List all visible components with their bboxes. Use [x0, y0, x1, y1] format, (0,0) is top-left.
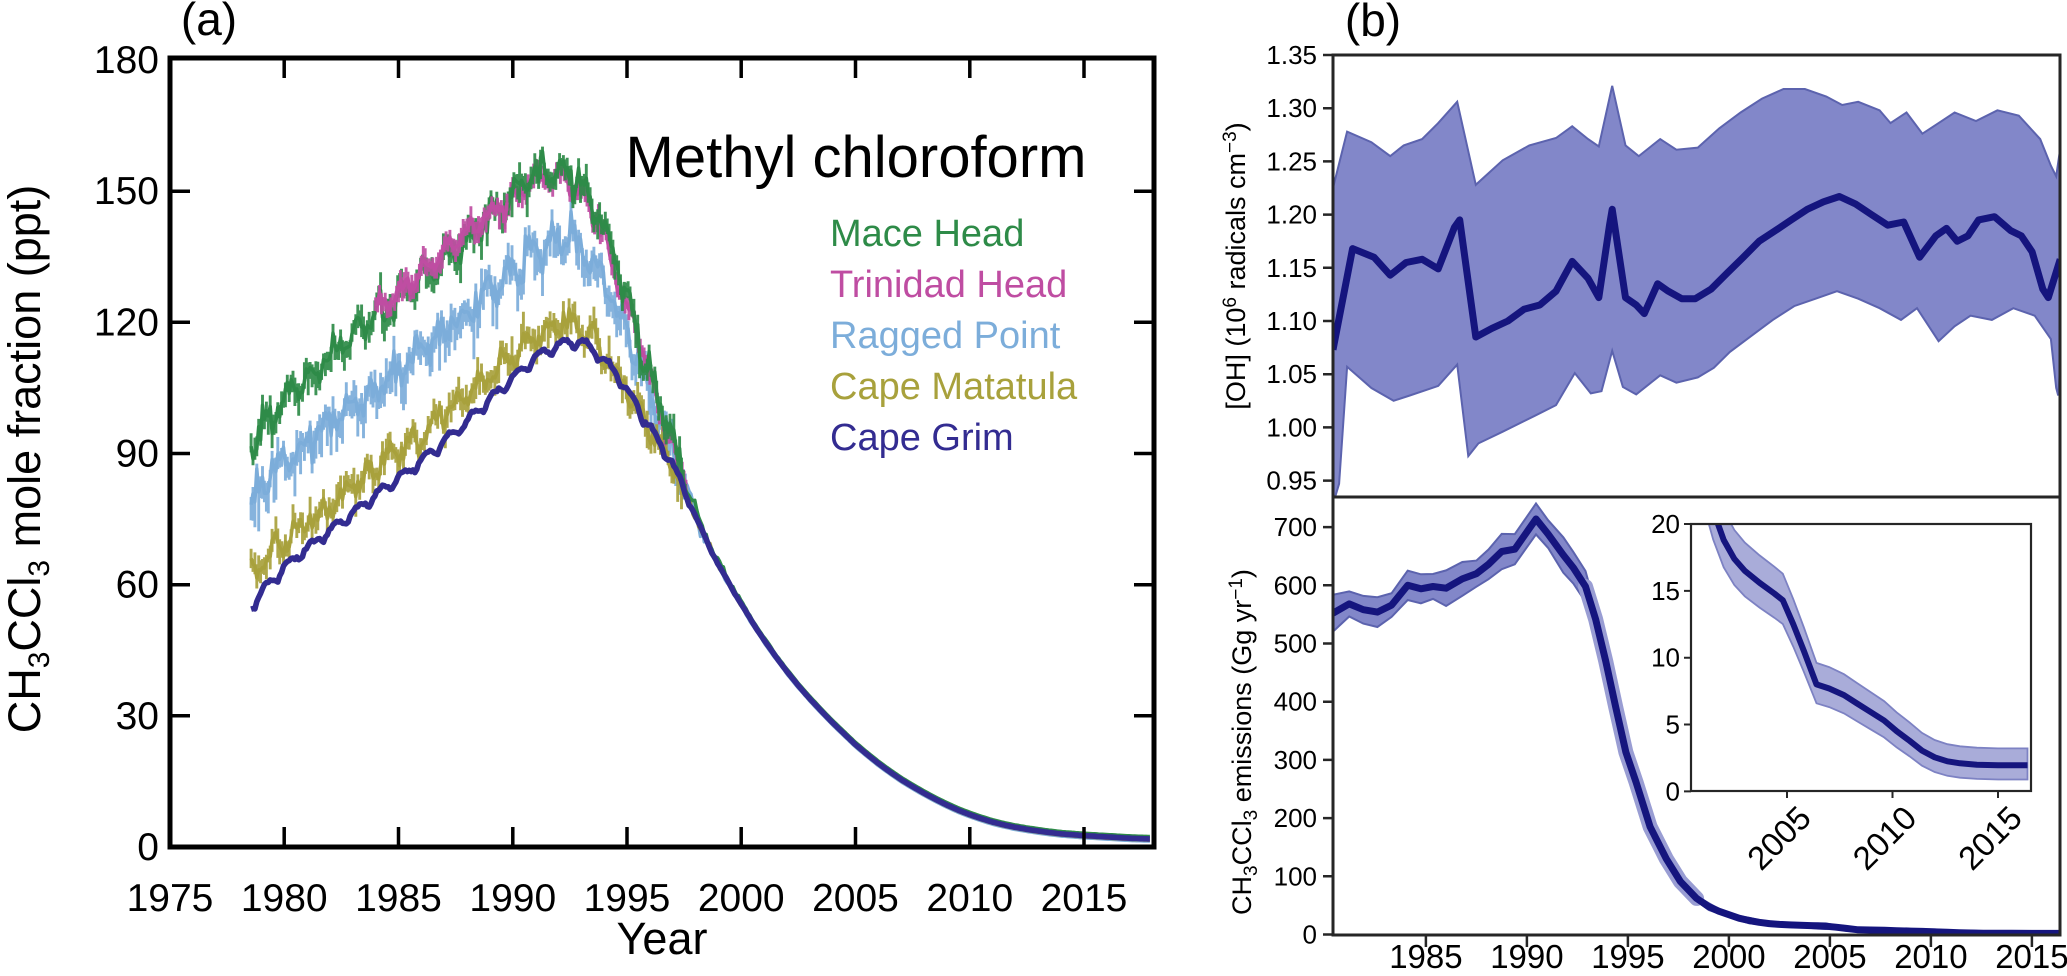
svg-text:1985: 1985	[355, 877, 442, 920]
svg-text:1975: 1975	[127, 877, 214, 920]
svg-text:(a): (a)	[181, 0, 237, 45]
svg-text:CH3CCl3 emissions (Gg yr−1): CH3CCl3 emissions (Gg yr−1)	[1226, 569, 1262, 915]
svg-text:150: 150	[94, 170, 159, 213]
svg-text:1.15: 1.15	[1266, 253, 1317, 283]
svg-text:[OH] (106 radicals cm−3): [OH] (106 radicals cm−3)	[1220, 122, 1251, 409]
svg-text:2005: 2005	[812, 877, 899, 920]
svg-text:0: 0	[1666, 776, 1680, 806]
svg-text:Year: Year	[617, 913, 708, 964]
svg-text:120: 120	[94, 301, 159, 344]
svg-text:2010: 2010	[926, 877, 1013, 920]
svg-text:1.20: 1.20	[1266, 200, 1317, 230]
svg-text:1.00: 1.00	[1266, 412, 1317, 442]
svg-text:Methyl chloroform: Methyl chloroform	[626, 125, 1087, 190]
svg-text:30: 30	[116, 695, 159, 738]
svg-text:15: 15	[1651, 576, 1680, 606]
svg-text:CH3CCl3 mole fraction (ppt): CH3CCl3 mole fraction (ppt)	[0, 185, 56, 734]
svg-text:Cape Matatula: Cape Matatula	[830, 366, 1078, 408]
svg-text:0: 0	[137, 826, 159, 869]
svg-text:90: 90	[116, 433, 159, 476]
svg-text:5: 5	[1666, 710, 1680, 740]
svg-text:10: 10	[1651, 643, 1680, 673]
svg-text:1.35: 1.35	[1266, 40, 1317, 70]
svg-text:1995: 1995	[584, 877, 671, 920]
svg-text:1.30: 1.30	[1266, 93, 1317, 123]
svg-text:2000: 2000	[698, 877, 785, 920]
svg-text:1990: 1990	[469, 877, 556, 920]
svg-text:1.25: 1.25	[1266, 146, 1317, 176]
svg-text:2015: 2015	[1041, 877, 1128, 920]
svg-text:200: 200	[1274, 803, 1317, 833]
svg-text:400: 400	[1274, 687, 1317, 717]
svg-text:1.05: 1.05	[1266, 359, 1317, 389]
svg-text:Cape Grim: Cape Grim	[830, 417, 1014, 459]
svg-text:180: 180	[94, 39, 159, 82]
svg-text:20: 20	[1651, 509, 1680, 539]
svg-text:100: 100	[1274, 861, 1317, 891]
svg-text:Ragged Point: Ragged Point	[830, 315, 1061, 357]
svg-text:1.10: 1.10	[1266, 306, 1317, 336]
svg-text:600: 600	[1274, 570, 1317, 600]
svg-text:300: 300	[1274, 745, 1317, 775]
svg-text:0: 0	[1303, 920, 1317, 950]
svg-text:Trinidad Head: Trinidad Head	[830, 264, 1067, 306]
svg-text:0.95: 0.95	[1266, 466, 1317, 496]
svg-text:(b): (b)	[1345, 0, 1401, 46]
svg-text:700: 700	[1274, 512, 1317, 542]
svg-text:60: 60	[116, 564, 159, 607]
svg-text:500: 500	[1274, 629, 1317, 659]
svg-text:1980: 1980	[241, 877, 328, 920]
svg-text:Mace Head: Mace Head	[830, 213, 1024, 255]
